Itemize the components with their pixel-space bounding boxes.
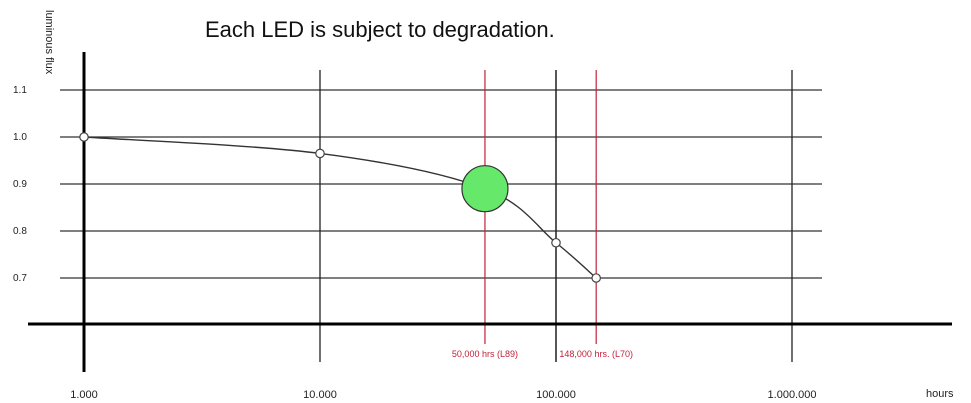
y-tick-label: 0.9 bbox=[13, 179, 27, 190]
x-axis-label: hours bbox=[926, 388, 954, 400]
tick-labels: 0.7 0.8 0.9 1.0 1.1 1.000 10.000 100.000 1.000.0… bbox=[13, 85, 816, 401]
x-tick-label: 10.000 bbox=[303, 389, 337, 401]
annotation-label: 148,000 hrs. (L70) bbox=[559, 349, 633, 359]
y-tick-label: 1.1 bbox=[13, 85, 27, 96]
y-tick-label: 1.0 bbox=[13, 132, 27, 143]
y-tick-label: 0.7 bbox=[13, 273, 27, 284]
data-point bbox=[79, 132, 89, 142]
x-tick-label: 1.000.000 bbox=[768, 389, 817, 401]
data-point bbox=[551, 237, 561, 248]
highlight-point bbox=[461, 165, 509, 213]
annotation-lines bbox=[484, 70, 597, 344]
data-point bbox=[315, 148, 325, 159]
chart-title: Each LED is subject to degradation. bbox=[205, 17, 555, 42]
grid-lines bbox=[60, 70, 822, 362]
x-tick-label: 100.000 bbox=[536, 389, 576, 401]
annotation-label: 50,000 hrs (L89) bbox=[452, 349, 518, 359]
y-axis-label: luminous flux bbox=[43, 10, 55, 75]
y-tick-label: 0.8 bbox=[13, 226, 27, 237]
series-group bbox=[79, 132, 601, 283]
series-line bbox=[83, 136, 597, 279]
data-point bbox=[591, 273, 601, 283]
x-tick-label: 1.000 bbox=[70, 389, 98, 401]
axes bbox=[28, 52, 952, 372]
